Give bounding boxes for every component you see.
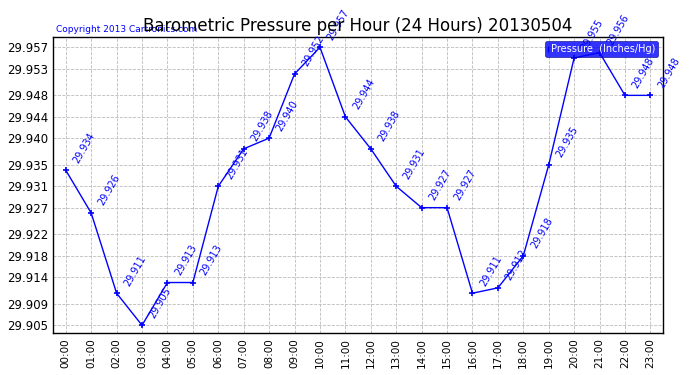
Text: 29.955: 29.955 [580, 18, 605, 53]
Text: 29.957: 29.957 [326, 7, 351, 42]
Text: 29.927: 29.927 [453, 168, 478, 202]
Text: 29.935: 29.935 [554, 125, 580, 159]
Legend: Pressure  (Inches/Hg): Pressure (Inches/Hg) [545, 41, 658, 57]
Text: 29.948: 29.948 [631, 56, 656, 90]
Text: 29.952: 29.952 [300, 34, 326, 68]
Title: Barometric Pressure per Hour (24 Hours) 20130504: Barometric Pressure per Hour (24 Hours) … [144, 17, 573, 35]
Text: 29.938: 29.938 [376, 109, 402, 143]
Text: Copyright 2013 Cartronics.com: Copyright 2013 Cartronics.com [56, 25, 197, 34]
Text: 29.918: 29.918 [529, 216, 554, 250]
Text: 29.944: 29.944 [351, 77, 377, 111]
Text: 29.911: 29.911 [478, 254, 504, 288]
Text: 29.911: 29.911 [122, 254, 148, 288]
Text: 29.927: 29.927 [427, 168, 453, 202]
Text: 29.931: 29.931 [224, 147, 249, 181]
Text: 29.913: 29.913 [199, 243, 224, 277]
Text: 29.912: 29.912 [504, 248, 529, 282]
Text: 29.926: 29.926 [97, 173, 122, 207]
Text: 29.913: 29.913 [173, 243, 199, 277]
Text: 29.934: 29.934 [71, 130, 97, 165]
Text: 29.931: 29.931 [402, 147, 427, 181]
Text: 29.938: 29.938 [249, 109, 275, 143]
Text: 29.905: 29.905 [148, 285, 173, 320]
Text: 29.948: 29.948 [656, 56, 682, 90]
Text: 29.956: 29.956 [605, 13, 631, 47]
Text: 29.940: 29.940 [275, 98, 300, 133]
